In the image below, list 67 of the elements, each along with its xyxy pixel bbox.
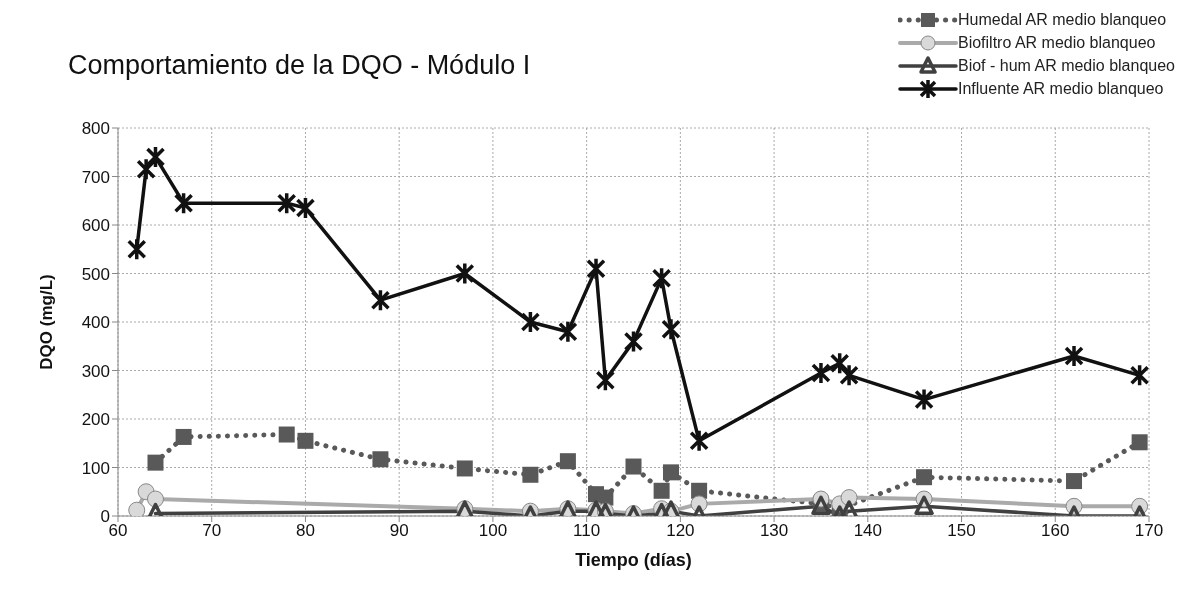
point [297,432,314,449]
point [127,237,147,261]
x-tick-label: 80 [295,521,315,541]
x-axis-title: Tiempo (días) [575,550,692,570]
x-tick-label: 60 [108,521,128,541]
point [136,157,156,181]
point [128,501,146,516]
point [455,261,475,286]
point [1129,363,1149,388]
point [145,145,166,169]
point [456,460,473,477]
point [625,458,642,475]
point [829,351,850,375]
point [586,256,606,281]
y-tick-label: 300 [81,361,110,381]
x-tick-label: 70 [202,521,222,541]
point [661,317,681,342]
x-tick-label: 130 [759,521,789,541]
x-tick-label: 90 [389,521,409,541]
y-axis-title: DQO (mg/L) [37,274,57,370]
y-tick-label: 800 [81,119,110,139]
x-tick-label: 110 [573,521,601,541]
x-tick-label: 140 [853,521,883,541]
point [623,329,644,354]
point [1066,473,1083,490]
point [147,454,164,471]
point [811,361,831,385]
y-tick-label: 500 [81,264,110,284]
y-tick-label: 600 [81,216,110,236]
point [522,466,539,483]
point [651,266,672,291]
point [595,368,616,392]
point [839,363,859,388]
chart-title: Comportamiento de la DQO - Módulo I [68,50,531,81]
point [520,310,541,334]
x-tick-label: 160 [1041,521,1070,541]
point [914,387,934,412]
y-tick-label: 400 [81,313,110,333]
point [372,451,389,468]
point [175,428,192,445]
point [276,191,297,215]
point [1131,434,1148,451]
legend-label: Humedal AR medio blanqueo [957,10,1167,30]
y-tick-label: 100 [81,458,110,478]
x-tick-label: 100 [478,521,508,541]
point [1064,344,1084,368]
x-tick-label: 170 [1134,521,1164,541]
legend-label: Biofiltro AR medio blanqueo [957,33,1156,53]
point [689,429,709,453]
point [173,191,194,215]
point [662,464,679,481]
point [916,469,933,486]
legend-label: Influente AR medio blanqueo [957,79,1164,99]
x-tick-label: 120 [666,521,695,541]
point [146,490,164,508]
x-tick-label: 150 [947,521,976,541]
point [559,453,576,470]
point [370,288,391,312]
point [558,319,578,344]
point [653,482,670,499]
point [278,426,295,443]
legend-label: Biof - hum AR medio blanqueo [957,56,1175,76]
y-tick-label: 0 [100,507,110,527]
point [914,495,934,516]
point [295,196,316,220]
y-tick-label: 200 [81,410,110,430]
y-tick-label: 700 [81,167,110,187]
